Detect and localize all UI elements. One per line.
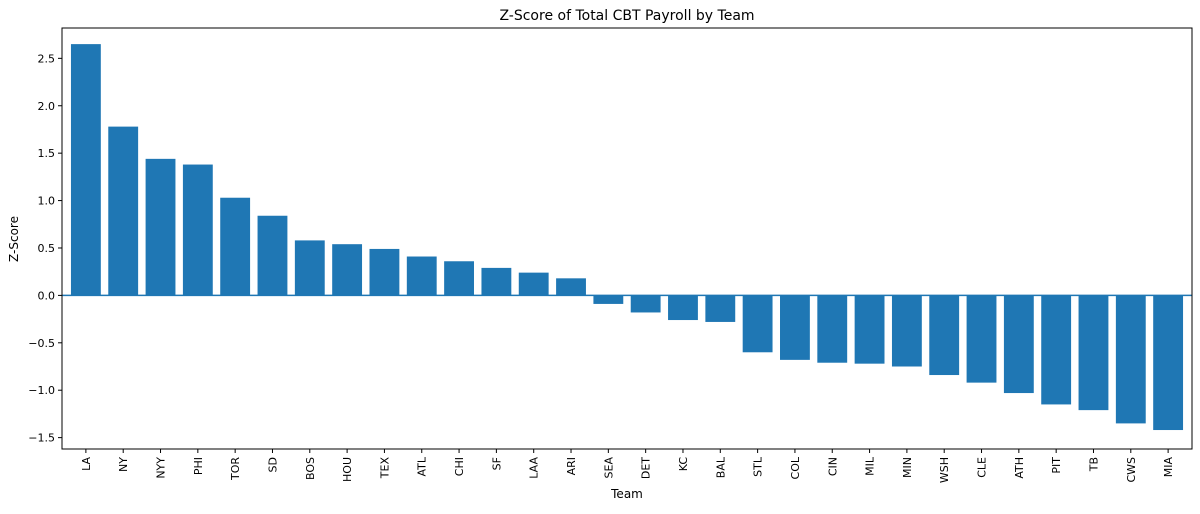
bar-bal	[705, 295, 736, 322]
x-tick-label: BAL	[714, 456, 727, 478]
x-tick-label: CIN	[826, 457, 839, 476]
x-tick-label: SEA	[602, 457, 615, 479]
bar-tor	[220, 197, 251, 296]
x-tick-label: KC	[677, 457, 690, 472]
x-tick-label: LA	[80, 457, 93, 471]
x-tick-label: NYY	[155, 457, 168, 479]
x-tick-label: SF	[490, 457, 503, 470]
bar-ath	[1003, 295, 1034, 394]
x-tick-label: ARI	[565, 457, 578, 475]
bar-cin	[817, 295, 848, 363]
bar-sea	[593, 295, 624, 304]
bar-col	[780, 295, 810, 360]
x-tick-label: SD	[266, 457, 279, 472]
bar-pit	[1041, 295, 1072, 405]
x-tick-label: TOR	[229, 457, 242, 481]
bar-sf	[481, 267, 512, 296]
y-tick-label: 1.0	[38, 195, 56, 208]
bar-min	[891, 295, 922, 367]
x-tick-label: TB	[1087, 457, 1100, 472]
plot-frame	[61, 27, 1193, 450]
bar-nyy	[145, 158, 176, 296]
x-axis-title: Team	[610, 487, 643, 501]
y-tick-label: 2.0	[38, 100, 56, 113]
y-tick-label: −1.0	[28, 384, 55, 397]
bar-la	[70, 44, 101, 296]
bar-mia	[1153, 295, 1184, 431]
bar-ny	[108, 126, 139, 296]
x-tick-label: MIN	[901, 457, 914, 478]
x-tick-label: CHI	[453, 457, 466, 476]
chart-title: Z-Score of Total CBT Payroll by Team	[499, 8, 754, 24]
x-tick-label: ATH	[1013, 457, 1026, 479]
bar-chi	[444, 261, 474, 296]
bar-stl	[742, 295, 773, 353]
bar-cws	[1115, 295, 1146, 424]
y-tick-label: −1.5	[28, 432, 55, 445]
y-tick-label: 0.0	[38, 289, 56, 302]
x-tick-label: STL	[752, 456, 765, 477]
bar-sd	[257, 215, 288, 296]
x-tick-label: NY	[117, 457, 130, 472]
x-tick-label: PHI	[192, 457, 205, 475]
bar-kc	[668, 295, 698, 321]
x-ticks-group: LA NY NYY PHI TOR SD BOS HOU TEX ATL CHI SF LAA ARI SE…	[80, 449, 1175, 483]
bar-cle	[966, 295, 997, 383]
y-tick-label: 1.5	[38, 147, 56, 160]
y-tick-label: 2.5	[38, 52, 56, 65]
y-tick-label: 0.5	[38, 242, 56, 255]
x-tick-label: CWS	[1125, 457, 1138, 483]
x-tick-label: DET	[640, 457, 653, 479]
bar-bos	[294, 240, 325, 296]
y-axis-title: Z-Score	[7, 216, 21, 262]
bar-atl	[406, 256, 437, 296]
bar-ari	[556, 278, 586, 296]
bar-tex	[369, 248, 400, 296]
x-tick-label: LAA	[528, 457, 541, 479]
bar-hou	[332, 244, 363, 296]
bar-phi	[182, 164, 213, 296]
y-tick-label: −0.5	[28, 337, 55, 350]
x-tick-label: HOU	[341, 457, 354, 482]
bar-mil	[854, 295, 885, 364]
x-tick-label: BOS	[304, 457, 317, 480]
x-tick-label: ATL	[416, 456, 429, 476]
x-tick-label: CLE	[976, 457, 989, 478]
x-tick-label: TEX	[378, 457, 391, 480]
x-tick-label: WSH	[938, 457, 951, 483]
bar-tb	[1078, 295, 1109, 411]
x-tick-label: COL	[789, 456, 802, 479]
x-tick-label: PIT	[1050, 457, 1063, 474]
bar-wsh	[929, 295, 960, 376]
bar-det	[630, 295, 661, 313]
bar-laa	[518, 272, 549, 296]
y-ticks-group: −1.5 −1.0 −0.5 0.0 0.5 1.0 1.5 2.0 2.5	[28, 52, 62, 445]
bars-group	[70, 44, 1184, 431]
x-tick-label: MIL	[864, 456, 877, 476]
x-tick-label: MIA	[1162, 457, 1175, 478]
